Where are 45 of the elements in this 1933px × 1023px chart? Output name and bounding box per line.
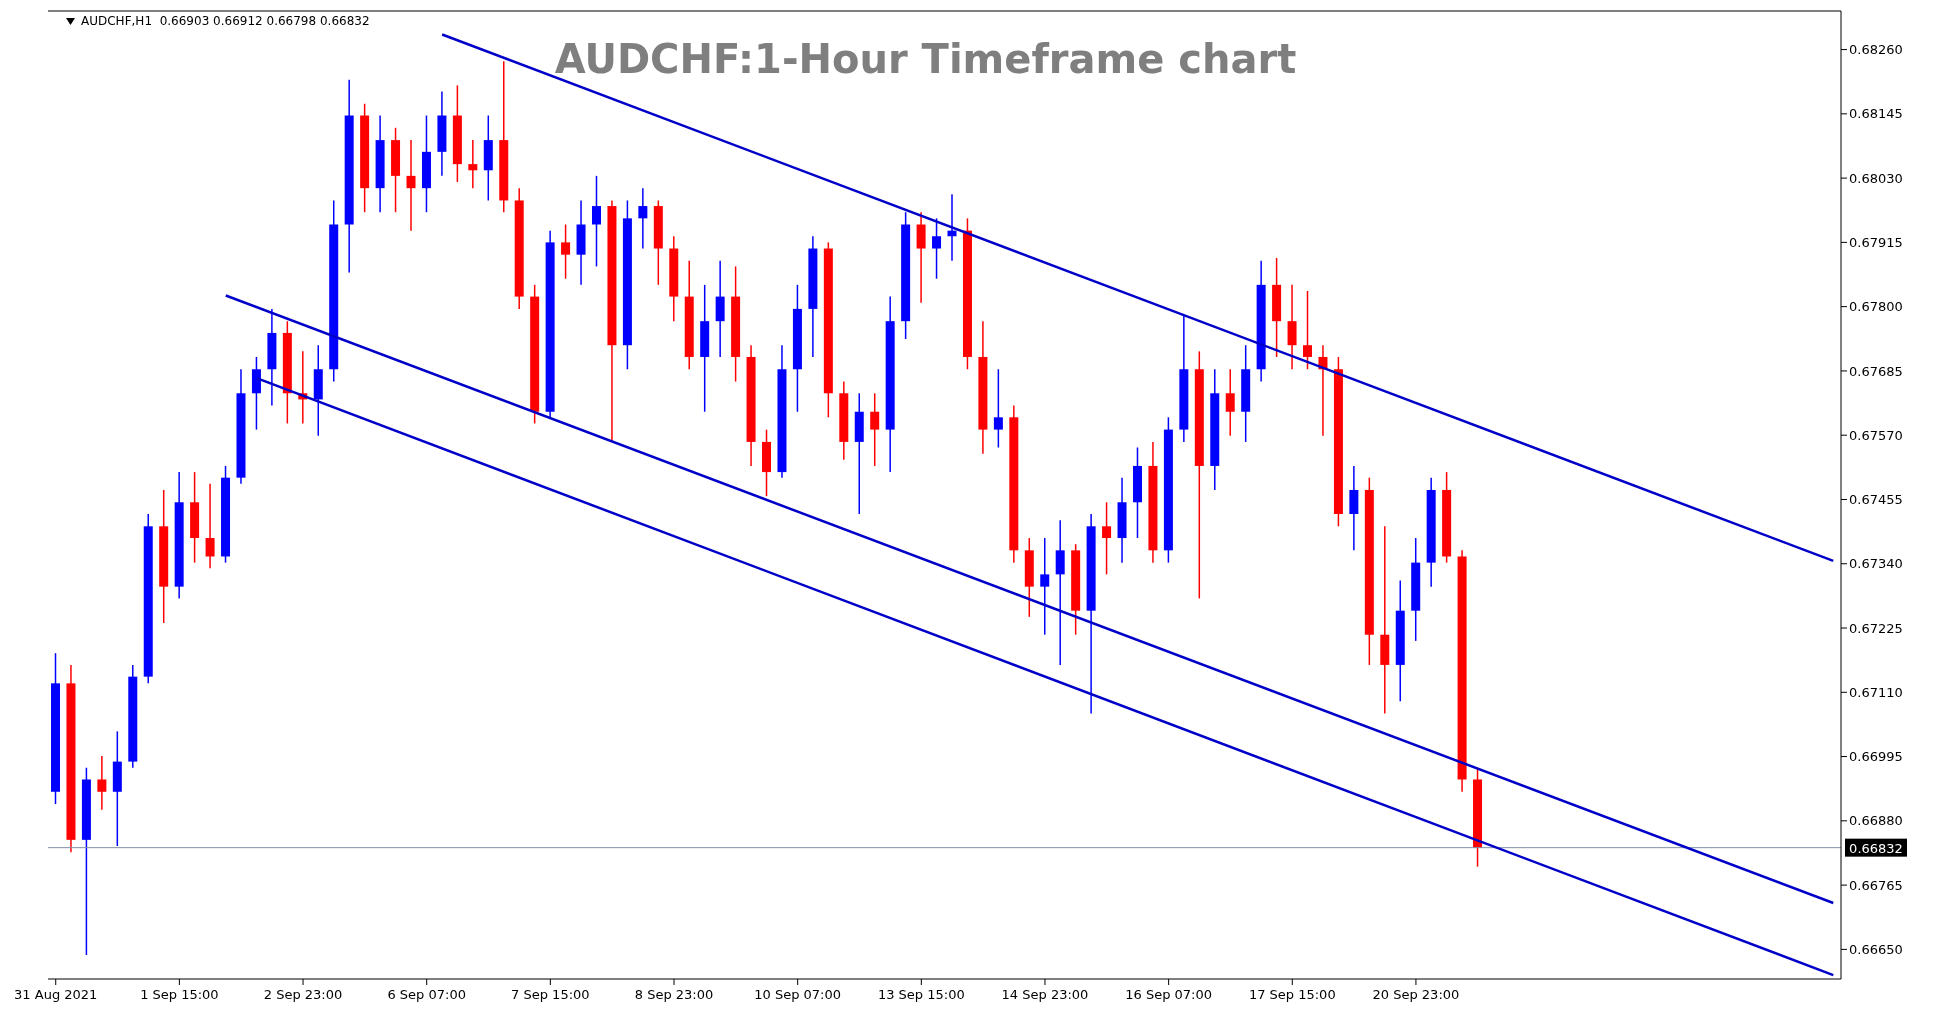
x-tick-label: 17 Sep 15:00	[1248, 987, 1336, 1002]
candlestick	[406, 139, 416, 232]
annotation: AUDCHF,H1 0.66903 0.66912 0.66798 0.66832	[80, 14, 370, 28]
candlestick	[932, 217, 942, 280]
x-tick-label: 16 Sep 07:00	[1125, 987, 1213, 1002]
x-tick-label: 7 Sep 15:00	[511, 987, 590, 1002]
candlestick	[870, 392, 880, 467]
candlestick	[561, 223, 571, 280]
x-tick-label: 10 Sep 07:00	[754, 987, 842, 1002]
y-tick-label: 0.67570	[1849, 427, 1903, 443]
x-tick-label: 2 Sep 23:00	[263, 987, 343, 1002]
y-tick-label: 0.67225	[1849, 620, 1903, 636]
y-tick-label: 0.67685	[1849, 363, 1903, 379]
candlestick	[1102, 501, 1112, 576]
y-tick-label: 0.66650	[1849, 941, 1903, 957]
text: AUDCHF:1-Hour Timeframe chart	[554, 36, 1297, 82]
y-tick-label: 0.68260	[1849, 42, 1903, 58]
candlestick	[97, 755, 107, 811]
candlestick	[1040, 537, 1050, 636]
x-tick-label: 31 Aug 2021	[14, 987, 98, 1002]
ref-line-label: 0.66832	[1849, 840, 1903, 856]
y-tick-label: 0.66765	[1849, 877, 1903, 893]
y-tick-label: 0.67455	[1849, 492, 1903, 508]
candlestick	[468, 139, 478, 189]
candlestick	[638, 187, 648, 250]
x-tick-label: 8 Sep 23:00	[634, 987, 714, 1002]
candlestick	[205, 483, 215, 569]
x-tick-label: 20 Sep 23:00	[1372, 987, 1460, 1002]
x-tick-label: 6 Sep 07:00	[387, 987, 466, 1002]
y-tick-label: 0.66880	[1849, 813, 1903, 829]
candlestick	[591, 175, 601, 268]
y-tick-label: 0.67110	[1849, 684, 1903, 700]
y-tick-label: 0.67915	[1849, 235, 1903, 250]
candlestick	[1225, 368, 1235, 437]
y-tick-label: 0.68030	[1849, 170, 1903, 186]
y-tick-label: 0.67340	[1849, 556, 1903, 572]
x-tick-label: 14 Sep 23:00	[1001, 987, 1089, 1002]
candlestick	[947, 193, 957, 262]
y-tick-label: 0.68145	[1849, 106, 1903, 122]
candlestick	[993, 368, 1003, 449]
x-tick-label: 1 Sep 15:00	[140, 987, 219, 1002]
y-tick-label: 0.67800	[1849, 299, 1903, 315]
candlestick	[1303, 290, 1313, 370]
x-tick-label: 13 Sep 15:00	[877, 987, 965, 1002]
y-tick-label: 0.66995	[1849, 749, 1903, 765]
